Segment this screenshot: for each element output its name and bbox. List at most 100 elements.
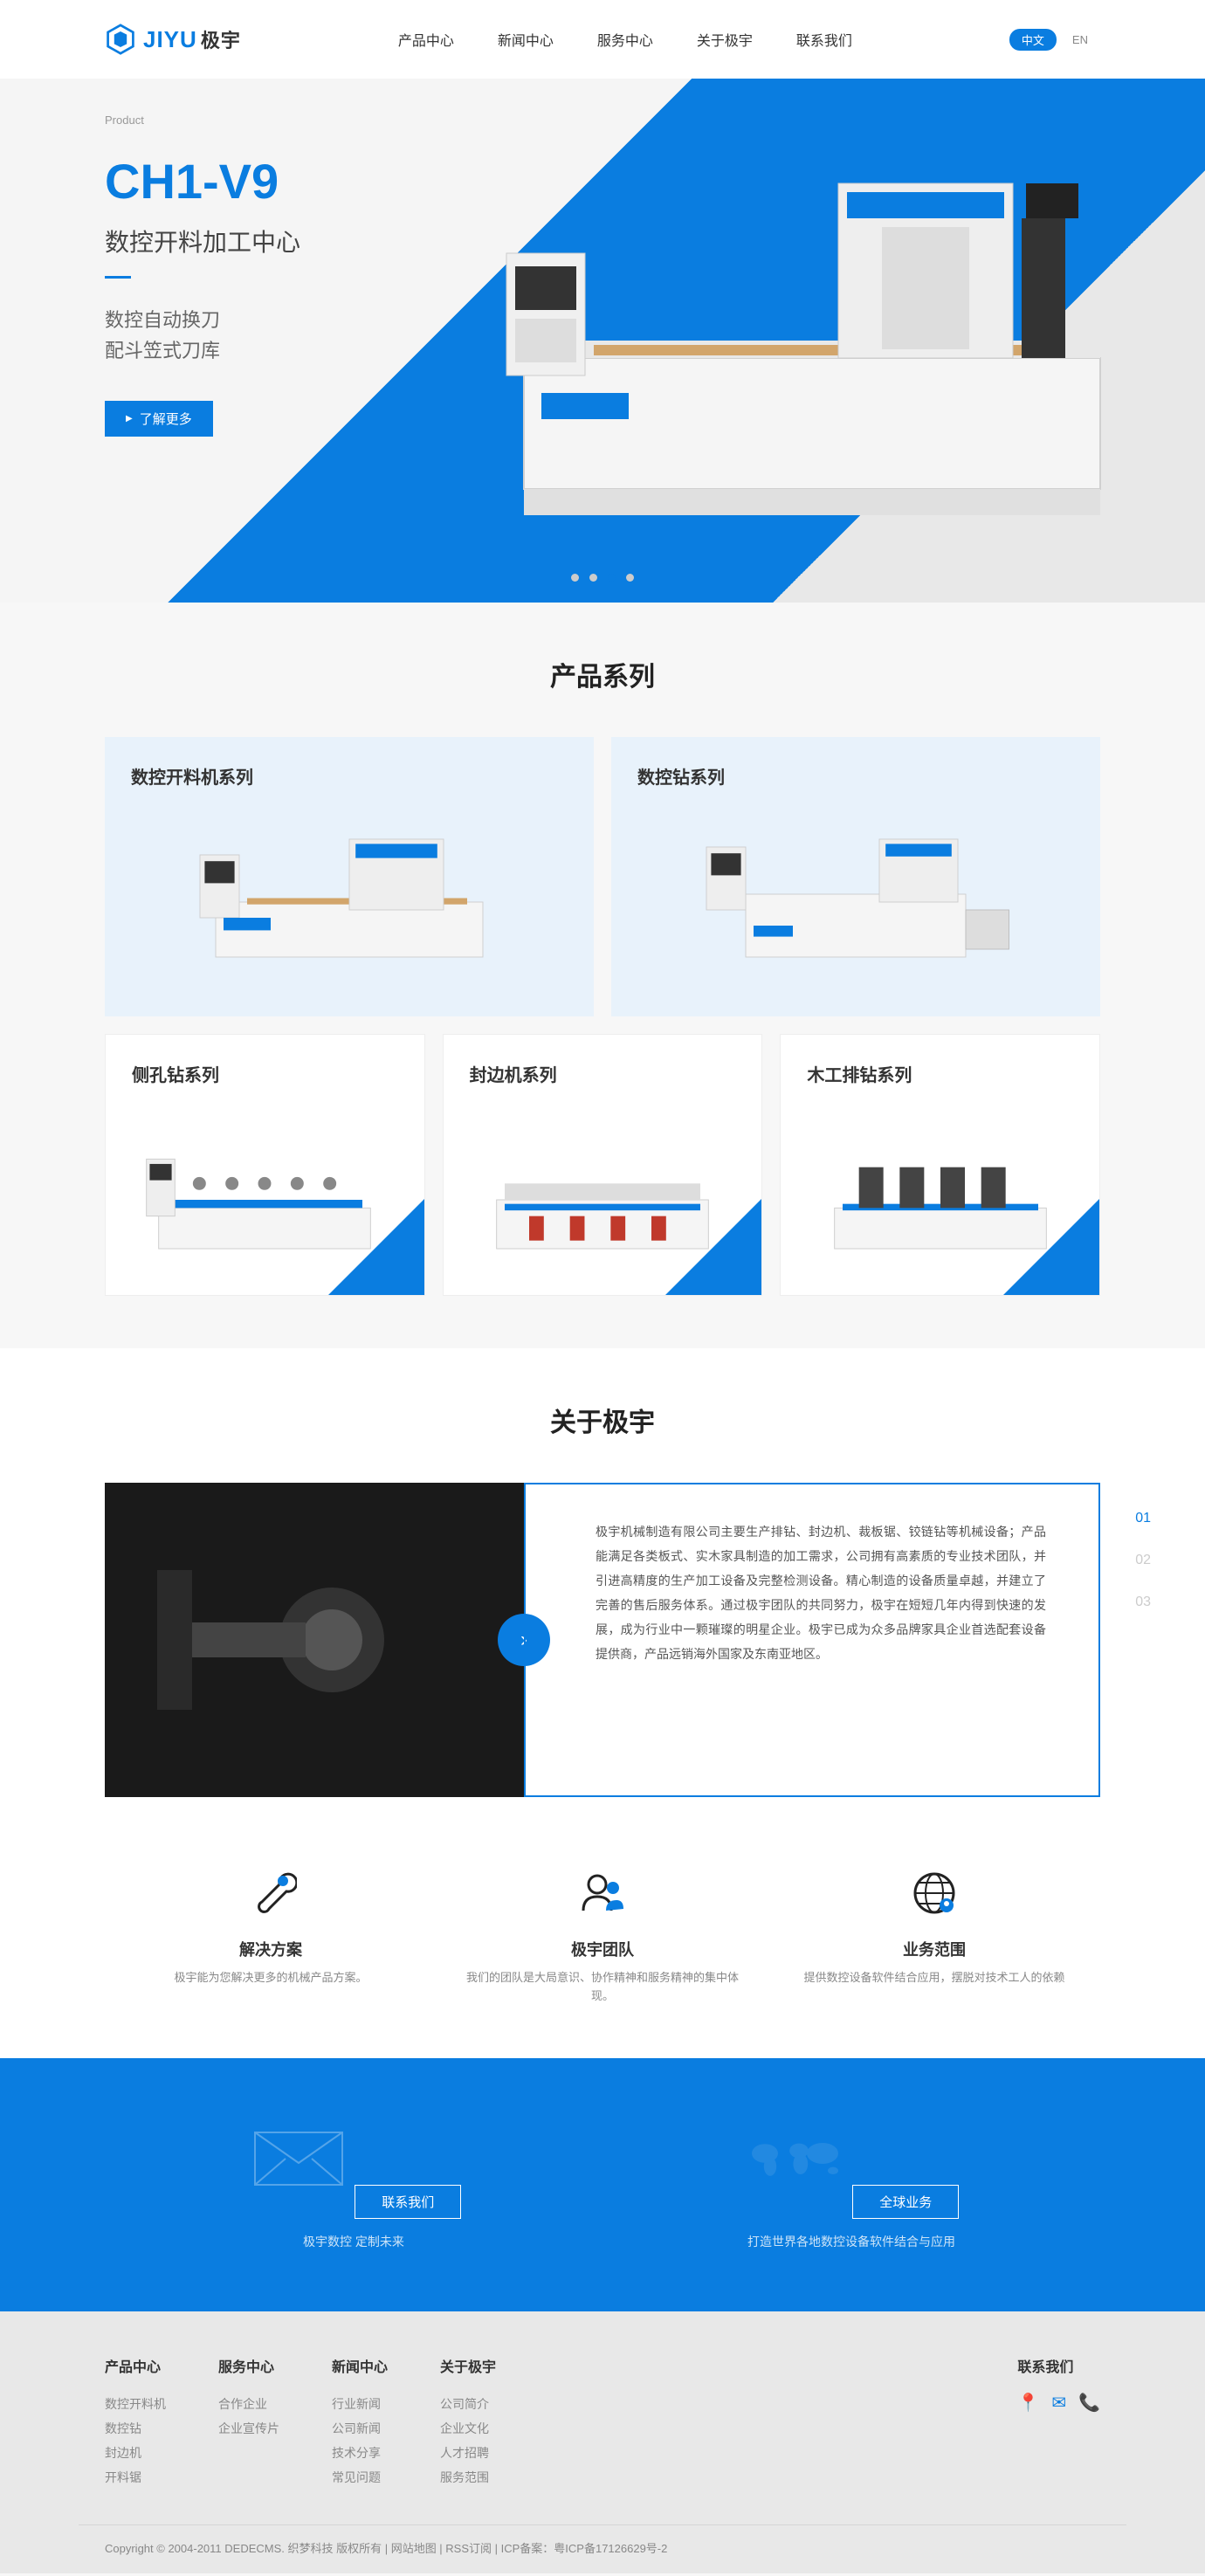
footer: 产品中心 数控开料机 数控钻 封边机 开料锯 服务中心 合作企业 企业宣传片 新… — [0, 2311, 1205, 2573]
hero: Product CH1-V9 数控开料加工中心 数控自动换刀 配斗笠式刀库 了解… — [0, 79, 1205, 603]
footer-link[interactable]: 企业文化 — [440, 2416, 496, 2441]
nav-contact[interactable]: 联系我们 — [796, 29, 852, 50]
product-card-side-drill[interactable]: 侧孔钻系列 — [105, 1034, 425, 1296]
product-card-wood-drill[interactable]: 木工排钻系列 — [780, 1034, 1100, 1296]
footer-col-title: 联系我们 — [1017, 2355, 1100, 2376]
card-corner — [1003, 1199, 1099, 1295]
product-card-title: 封边机系列 — [470, 1061, 736, 1086]
cta-global: 全球业务 打造世界各地数控设备软件结合与应用 — [602, 2119, 1100, 2250]
lang-zh[interactable]: 中文 — [1009, 29, 1057, 51]
lang-en[interactable]: EN — [1060, 31, 1100, 49]
product-card-title: 数控钻系列 — [637, 763, 1074, 789]
footer-col-title: 关于极宇 — [440, 2355, 496, 2376]
footer-link[interactable]: 企业宣传片 — [218, 2416, 279, 2441]
footer-link[interactable]: 常见问题 — [332, 2465, 388, 2490]
products-title: 产品系列 — [105, 655, 1100, 693]
main-nav: 产品中心 新闻中心 服务中心 关于极宇 联系我们 — [398, 29, 852, 50]
feature-desc: 极宇能为您解决更多的机械产品方案。 — [131, 1969, 410, 1987]
footer-col-title: 新闻中心 — [332, 2355, 388, 2376]
about-image: › — [105, 1483, 524, 1797]
footer-col-title: 产品中心 — [105, 2355, 166, 2376]
hero-dot-1[interactable] — [589, 574, 597, 582]
copyright: Copyright © 2004-2011 DEDECMS. 织梦科技 版权所有… — [79, 2524, 1126, 2556]
logo-text: JIYU极宇 — [143, 25, 241, 53]
globe-icon — [908, 1867, 961, 1919]
about-paragraph: 极宇机械制造有限公司主要生产排钻、封边机、裁板锯、铰链钻等机械设备；产品能满足各… — [596, 1519, 1046, 1666]
nav-service[interactable]: 服务中心 — [597, 29, 653, 50]
mail-icon[interactable]: ✉ — [1051, 2392, 1066, 2414]
footer-link[interactable]: 数控开料机 — [105, 2392, 166, 2416]
footer-link[interactable]: 开料锯 — [105, 2465, 166, 2490]
cta-contact-desc: 极宇数控 定制未来 — [105, 2233, 602, 2250]
lang-switch: 中文 EN — [1009, 29, 1100, 51]
footer-link[interactable]: 数控钻 — [105, 2416, 166, 2441]
footer-col-products: 产品中心 数控开料机 数控钻 封边机 开料锯 — [105, 2355, 166, 2490]
footer-col-title: 服务中心 — [218, 2355, 279, 2376]
feature-scope: 业务范围 提供数控设备软件结合应用，摆脱对技术工人的依赖 — [768, 1867, 1100, 2006]
hero-label: Product — [105, 114, 1100, 127]
product-card-cnc-drill[interactable]: 数控钻系列 — [611, 737, 1100, 1016]
footer-col-about: 关于极宇 公司简介 企业文化 人才招聘 服务范围 — [440, 2355, 496, 2490]
card-corner — [328, 1199, 424, 1295]
footer-link[interactable]: 人才招聘 — [440, 2441, 496, 2465]
about-num-2[interactable]: 03 — [1135, 1595, 1151, 1610]
footer-col-service: 服务中心 合作企业 企业宣传片 — [218, 2355, 279, 2490]
hero-dot-0[interactable] — [571, 574, 579, 582]
footer-col-news: 新闻中心 行业新闻 公司新闻 技术分享 常见问题 — [332, 2355, 388, 2490]
cta-global-button[interactable]: 全球业务 — [852, 2185, 959, 2219]
product-card-cnc-cutting[interactable]: 数控开料机系列 — [105, 737, 594, 1016]
hero-dot-2[interactable] — [608, 574, 616, 582]
footer-col-contact: 联系我们 📍 ✉ 📞 — [1017, 2355, 1100, 2490]
wrench-icon — [244, 1867, 297, 1919]
feature-team: 极宇团队 我们的团队是大局意识、协作精神和服务精神的集中体现。 — [437, 1867, 768, 2006]
phone-icon[interactable]: 📞 — [1078, 2392, 1100, 2414]
cta-contact: 联系我们 极宇数控 定制未来 — [105, 2119, 602, 2250]
about-pagination: 01 02 03 — [1135, 1511, 1151, 1610]
nav-about[interactable]: 关于极宇 — [697, 29, 753, 50]
logo-icon — [105, 24, 136, 55]
nav-products[interactable]: 产品中心 — [398, 29, 454, 50]
product-card-image — [131, 806, 568, 998]
footer-link[interactable]: 公司简介 — [440, 2392, 496, 2416]
location-icon[interactable]: 📍 — [1017, 2392, 1039, 2414]
hero-more-button[interactable]: 了解更多 — [105, 401, 213, 437]
logo[interactable]: JIYU极宇 — [105, 24, 241, 55]
feature-solution: 解决方案 极宇能为您解决更多的机械产品方案。 — [105, 1867, 437, 2006]
feature-title: 极宇团队 — [463, 1938, 742, 1960]
nav-news[interactable]: 新闻中心 — [498, 29, 554, 50]
product-card-title: 木工排钻系列 — [807, 1061, 1073, 1086]
hero-pagination — [571, 574, 634, 582]
feature-title: 解决方案 — [131, 1938, 410, 1960]
feature-desc: 提供数控设备软件结合应用，摆脱对技术工人的依赖 — [795, 1969, 1074, 1987]
footer-link[interactable]: 服务范围 — [440, 2465, 496, 2490]
footer-link[interactable]: 技术分享 — [332, 2441, 388, 2465]
footer-link[interactable]: 行业新闻 — [332, 2392, 388, 2416]
about-text-box: 极宇机械制造有限公司主要生产排钻、封边机、裁板锯、铰链钻等机械设备；产品能满足各… — [524, 1483, 1100, 1797]
product-card-edge-banding[interactable]: 封边机系列 — [443, 1034, 763, 1296]
world-map-icon — [744, 2119, 849, 2198]
hero-dot-3[interactable] — [626, 574, 634, 582]
footer-link[interactable]: 封边机 — [105, 2441, 166, 2465]
about-title: 关于极宇 — [0, 1401, 1205, 1439]
about-section: 关于极宇 › 极宇机械制造有限公司主要生产排钻、封边机、裁板锯、铰链钻等机械设备… — [0, 1348, 1205, 2058]
hero-product-image — [472, 131, 1153, 550]
footer-link[interactable]: 公司新闻 — [332, 2416, 388, 2441]
cta-contact-button[interactable]: 联系我们 — [355, 2185, 461, 2219]
footer-link[interactable]: 合作企业 — [218, 2392, 279, 2416]
product-card-image — [637, 806, 1074, 998]
cta-band: 联系我们 极宇数控 定制未来 全球业务 打造世界各地数控设备软件结合与应用 — [0, 2058, 1205, 2311]
envelope-icon — [246, 2119, 351, 2198]
products-section: 产品系列 数控开料机系列 数控钻系列 — [0, 603, 1205, 1348]
header: JIYU极宇 产品中心 新闻中心 服务中心 关于极宇 联系我们 中文 EN — [0, 0, 1205, 79]
card-corner — [665, 1199, 761, 1295]
about-num-0[interactable]: 01 — [1135, 1511, 1151, 1526]
product-card-title: 侧孔钻系列 — [132, 1061, 398, 1086]
cta-global-desc: 打造世界各地数控设备软件结合与应用 — [602, 2233, 1100, 2250]
hero-divider — [105, 276, 131, 279]
feature-title: 业务范围 — [795, 1938, 1074, 1960]
team-icon — [576, 1867, 629, 1919]
about-num-1[interactable]: 02 — [1135, 1553, 1151, 1568]
product-card-title: 数控开料机系列 — [131, 763, 568, 789]
features-row: 解决方案 极宇能为您解决更多的机械产品方案。 极宇团队 我们的团队是大局意识、协… — [79, 1867, 1126, 2006]
feature-desc: 我们的团队是大局意识、协作精神和服务精神的集中体现。 — [463, 1969, 742, 2006]
